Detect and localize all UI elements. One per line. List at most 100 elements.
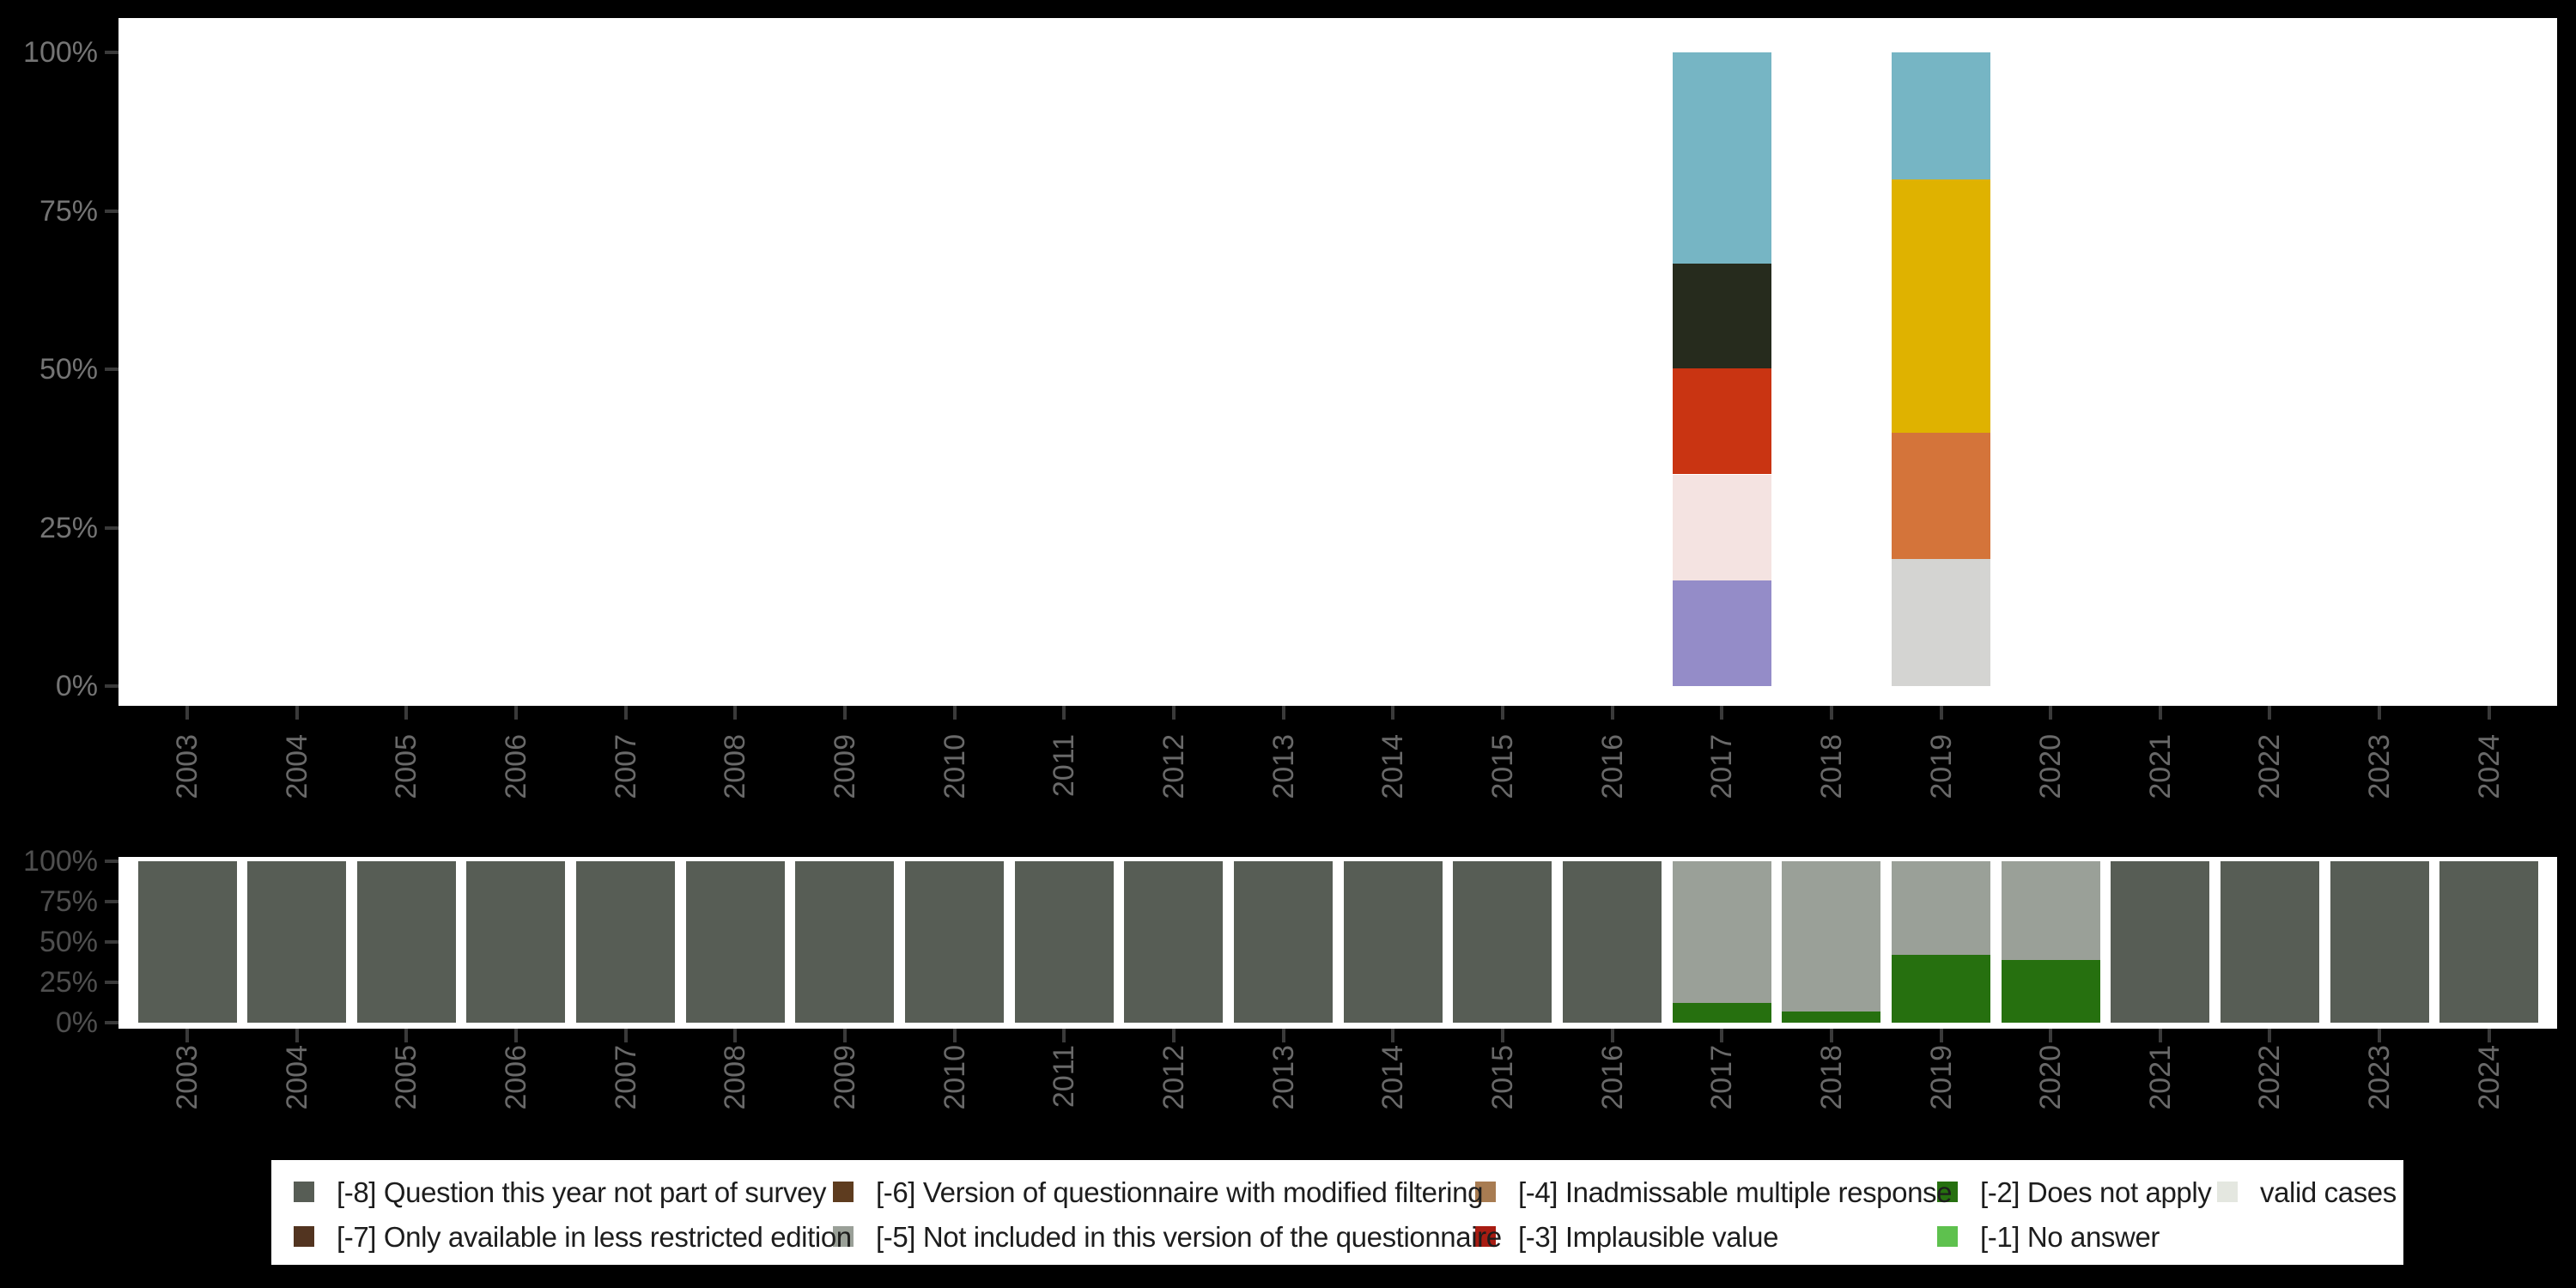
bar-segment-[-8] Question this year not part of survey — [1453, 861, 1552, 1023]
x-axis-tick — [1171, 1029, 1176, 1042]
y-axis-tick — [105, 900, 118, 903]
x-axis-label: 2008 — [719, 734, 752, 799]
x-axis-tick — [1720, 1029, 1724, 1042]
legend-swatch — [294, 1182, 314, 1202]
x-axis-tick — [2049, 706, 2053, 720]
bar-segment-[-8] Question this year not part of survey — [466, 861, 566, 1023]
x-axis-label: 2017 — [1705, 734, 1739, 799]
x-axis-tick — [1391, 1029, 1395, 1042]
bar-segment-[-2] Does not apply — [1782, 1011, 1881, 1023]
x-axis-tick — [1500, 1029, 1504, 1042]
legend-swatch — [1937, 1182, 1958, 1202]
bar-segment-[-8] Question this year not part of survey — [1234, 861, 1334, 1023]
legend-item-label: [-8] Question this year not part of surv… — [337, 1176, 827, 1208]
x-axis-label: 2005 — [390, 734, 423, 799]
legend-swatch — [1937, 1226, 1958, 1247]
legend-item-label: [-5] Not included in this version of the… — [876, 1221, 1502, 1253]
bar-segment-[-5] Not included in this version of the questionnaire — [1672, 861, 1771, 1004]
bar-segment-[-2] Does not apply — [1672, 1003, 1771, 1023]
bar-segment-[-8] Question this year not part of survey — [137, 861, 237, 1023]
x-axis-tick — [295, 706, 299, 720]
bar-segment-[-8] Question this year not part of survey — [2330, 861, 2429, 1023]
plot-panel — [118, 18, 2557, 706]
x-axis-tick — [1720, 706, 1724, 720]
x-axis-label: 2021 — [2143, 734, 2177, 799]
bar-segment-[-8] Question this year not part of survey — [576, 861, 676, 1023]
x-axis-tick — [185, 706, 189, 720]
x-axis-label: 2004 — [280, 1045, 313, 1110]
x-axis-label: 2023 — [2363, 734, 2397, 799]
x-axis-label: 2004 — [280, 734, 313, 799]
bar-segment-[-8] Question this year not part of survey — [356, 861, 456, 1023]
bar-segment-[-8] Question this year not part of survey — [2111, 861, 2210, 1023]
legend-item-label: [-4] Inadmissable multiple response — [1518, 1176, 1953, 1208]
x-axis-label: 2016 — [1595, 1045, 1629, 1110]
x-axis-tick — [1171, 706, 1176, 720]
legend-item-label: [-2] Does not apply — [1980, 1176, 2212, 1208]
x-axis-label: 2020 — [2034, 1045, 2068, 1110]
x-axis-label: 2012 — [1157, 734, 1190, 799]
x-axis-tick — [295, 1029, 299, 1042]
x-axis-label: 2021 — [2143, 1045, 2177, 1110]
y-axis-tick-label: 0% — [55, 670, 98, 702]
x-axis-label: 2014 — [1376, 734, 1410, 799]
x-axis-tick — [623, 706, 628, 720]
x-axis-label: 2011 — [1048, 1045, 1081, 1109]
x-axis-tick — [1062, 706, 1066, 720]
x-axis-tick — [2487, 706, 2491, 720]
y-axis-tick-label: 50% — [39, 926, 98, 958]
x-axis-label: 2005 — [390, 1045, 423, 1110]
x-axis-tick — [2378, 706, 2382, 720]
x-axis-label: 2010 — [938, 1045, 971, 1110]
x-axis-tick — [2268, 1029, 2272, 1042]
legend-item-label: [-3] Implausible value — [1518, 1221, 1779, 1253]
x-axis-tick — [733, 706, 738, 720]
y-axis-tick — [105, 209, 118, 213]
x-axis-tick — [2268, 706, 2272, 720]
x-axis-label: 2013 — [1267, 734, 1300, 799]
legend-swatch — [833, 1226, 854, 1247]
y-axis-tick — [105, 981, 118, 984]
x-axis-label: 2017 — [1705, 1045, 1739, 1110]
x-axis-tick — [513, 1029, 518, 1042]
x-axis-tick — [842, 1029, 847, 1042]
x-axis-label: 2010 — [938, 734, 971, 799]
y-axis-tick — [105, 51, 118, 54]
legend-item-label: [-7] Only available in less restricted e… — [337, 1221, 852, 1253]
y-axis-tick-label: 100% — [23, 845, 98, 878]
x-axis-tick — [2487, 1029, 2491, 1042]
x-axis-tick — [1281, 1029, 1285, 1042]
legend-swatch — [2217, 1182, 2238, 1202]
x-axis-label: 2003 — [171, 1045, 204, 1110]
x-axis-label: 2015 — [1485, 1045, 1519, 1110]
bar-segment-[-8] Question this year not part of survey — [1343, 861, 1443, 1023]
x-axis-tick — [513, 706, 518, 720]
x-axis-tick — [404, 706, 409, 720]
legend-item-label: valid cases — [2260, 1176, 2397, 1208]
legend-swatch — [1475, 1182, 1496, 1202]
x-axis-tick — [952, 1029, 957, 1042]
x-axis-tick — [1281, 706, 1285, 720]
x-axis-tick — [1939, 706, 1943, 720]
x-axis-tick — [1610, 1029, 1614, 1042]
legend-swatch — [1475, 1226, 1496, 1247]
y-axis-tick-label: 75% — [39, 194, 98, 228]
x-axis-tick — [952, 706, 957, 720]
x-axis-tick — [1829, 1029, 1833, 1042]
x-axis-label: 2018 — [1814, 1045, 1848, 1110]
bar-segment-orange-segment — [1892, 432, 1990, 560]
bar-segment-[-5] Not included in this version of the questionnaire — [2001, 861, 2100, 960]
bar-segment-purple-segment — [1672, 580, 1771, 686]
x-axis-tick — [185, 1029, 189, 1042]
bar-segment-[-2] Does not apply — [1892, 955, 1990, 1023]
x-axis-tick — [842, 706, 847, 720]
x-axis-tick — [2049, 1029, 2053, 1042]
y-axis-tick — [105, 684, 118, 688]
bar-segment-[-8] Question this year not part of survey — [2439, 861, 2539, 1023]
bar-segment-[-8] Question this year not part of survey — [1014, 861, 1114, 1023]
x-axis-label: 2016 — [1595, 734, 1629, 799]
x-axis-tick — [733, 1029, 738, 1042]
x-axis-label: 2003 — [171, 734, 204, 799]
legend: [-8] Question this year not part of surv… — [271, 1160, 2403, 1265]
